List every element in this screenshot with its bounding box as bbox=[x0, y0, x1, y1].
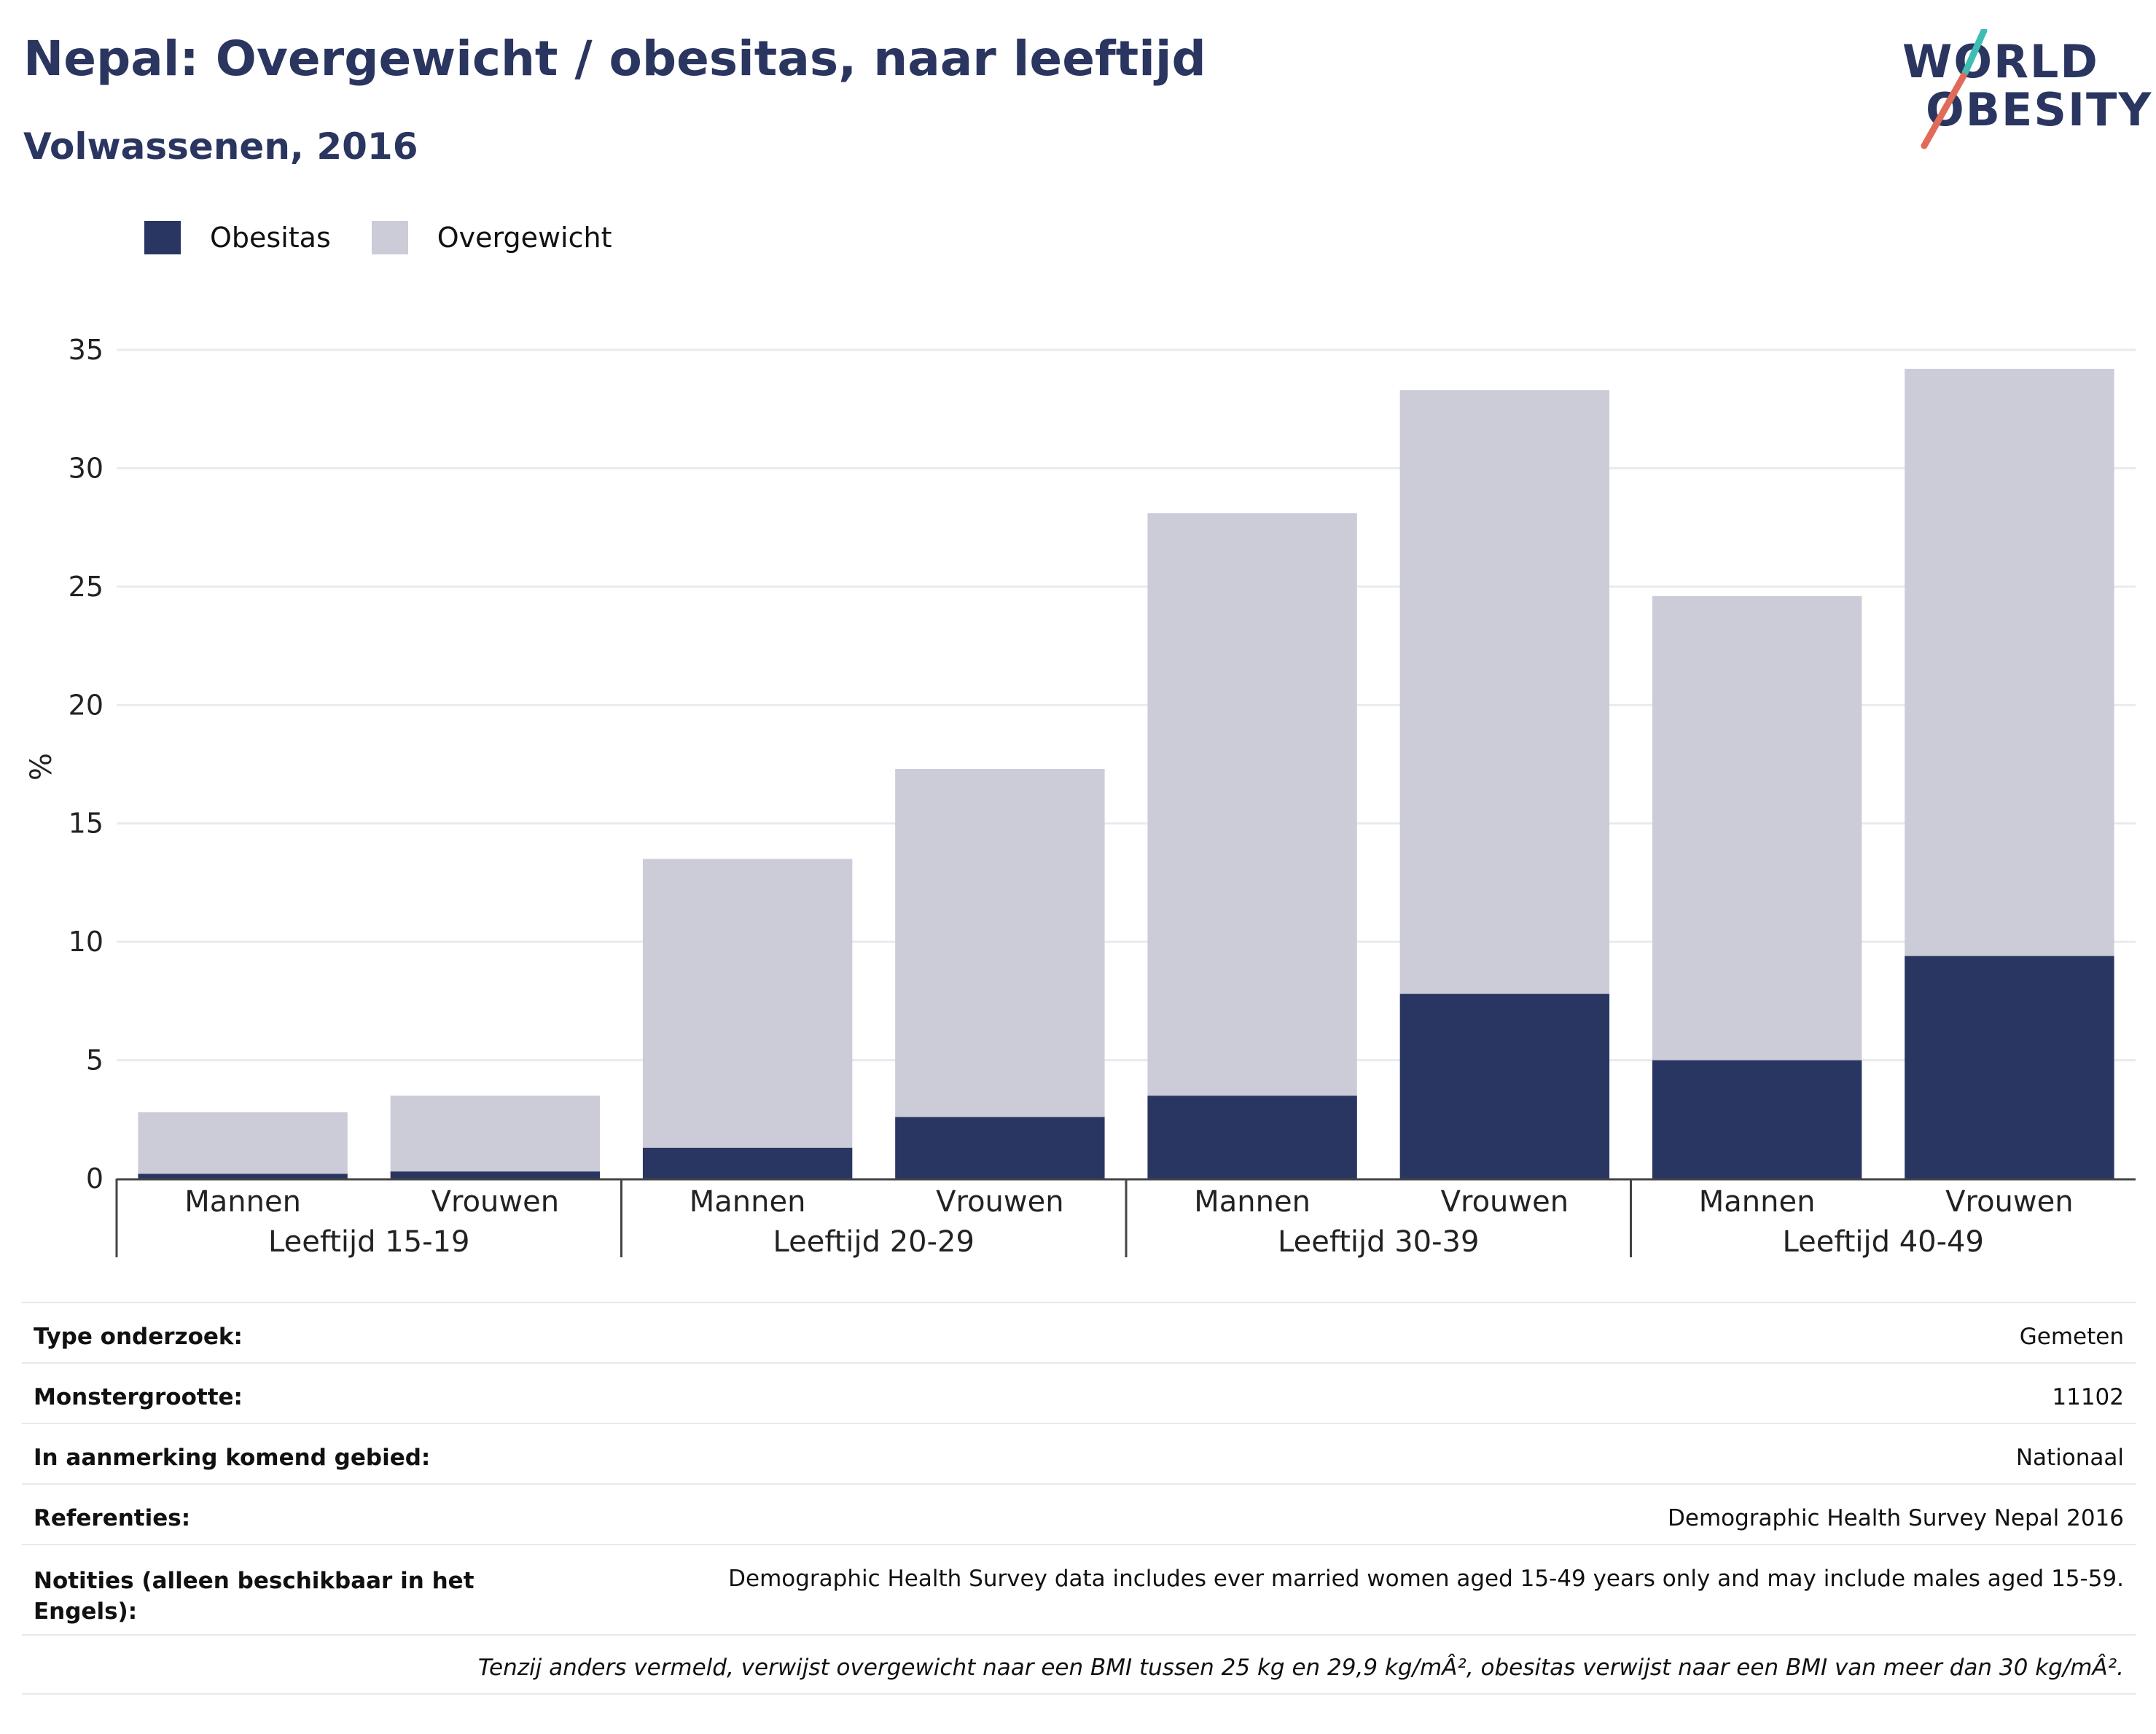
bar-overgewicht bbox=[1147, 513, 1357, 1096]
page-title: Nepal: Overgewicht / obesitas, naar leef… bbox=[23, 31, 1206, 87]
y-tick-label: 35 bbox=[69, 334, 103, 366]
x-tick-label: Vrouwen bbox=[1441, 1185, 1569, 1219]
y-tick-label: 15 bbox=[69, 808, 103, 840]
info-value: Demographic Health Survey data includes … bbox=[728, 1566, 2124, 1592]
x-tick-label: Mannen bbox=[690, 1185, 806, 1219]
y-tick-label: 0 bbox=[86, 1163, 103, 1195]
group-label: Leeftijd 40-49 bbox=[1783, 1225, 1984, 1259]
info-value: 11102 bbox=[2052, 1384, 2124, 1410]
bar-overgewicht bbox=[1905, 368, 2114, 956]
info-row: In aanmerking komend gebied: Nationaal bbox=[22, 1423, 2136, 1483]
logo-line-2: OBESITY bbox=[1926, 83, 2153, 136]
page-subtitle: Volwassenen, 2016 bbox=[23, 125, 418, 168]
x-tick-label: Vrouwen bbox=[431, 1185, 559, 1219]
bar-obesitas bbox=[1399, 993, 1610, 1179]
info-row: Type onderzoek: Gemeten bbox=[22, 1302, 2136, 1362]
bar-overgewicht bbox=[642, 859, 853, 1148]
legend-label-obesitas: Obesitas bbox=[210, 222, 331, 254]
info-value: Gemeten bbox=[2019, 1324, 2124, 1350]
bar-overgewicht bbox=[1652, 595, 1862, 1061]
x-tick-label: Mannen bbox=[1194, 1185, 1311, 1219]
chart-legend: Obesitas Overgewicht bbox=[144, 217, 653, 258]
x-tick-label: Mannen bbox=[184, 1185, 301, 1219]
bar-overgewicht bbox=[390, 1096, 601, 1172]
y-tick-label: 25 bbox=[69, 571, 103, 603]
bar-obesitas bbox=[642, 1147, 853, 1179]
info-value: Demographic Health Survey Nepal 2016 bbox=[1668, 1505, 2124, 1531]
y-tick-label: 20 bbox=[69, 689, 103, 721]
info-key: Monstergrootte: bbox=[34, 1384, 243, 1410]
bmi-footnote-row: Tenzij anders vermeld, verwijst overgewi… bbox=[22, 1634, 2136, 1695]
stacked-bar-chart: 0 5 10 15 20 25 30 35% Mannen Vrouwen Mannen Vrouwe… bbox=[25, 334, 2136, 1259]
bar-obesitas bbox=[1652, 1060, 1862, 1179]
bar-obesitas bbox=[1905, 956, 2114, 1179]
info-key: Type onderzoek: bbox=[34, 1324, 243, 1350]
bar-overgewicht bbox=[138, 1112, 348, 1174]
y-axis-label: % bbox=[25, 753, 58, 781]
logo-slash-icon bbox=[1921, 29, 1988, 149]
x-tick-label: Vrouwen bbox=[936, 1185, 1063, 1219]
info-key: Referenties: bbox=[34, 1505, 191, 1531]
world-obesity-logo: WORLD OBESITY bbox=[1902, 29, 2151, 153]
bar-obesitas bbox=[138, 1173, 348, 1179]
legend-label-overgewicht: Overgewicht bbox=[437, 222, 612, 254]
bar-obesitas bbox=[390, 1171, 601, 1179]
x-tick-label: Vrouwen bbox=[1945, 1185, 2073, 1219]
bar-overgewicht bbox=[1399, 390, 1610, 994]
bar-overgewicht bbox=[895, 768, 1105, 1117]
info-value: Nationaal bbox=[2015, 1445, 2124, 1471]
bar-obesitas bbox=[1147, 1096, 1357, 1179]
info-table: Type onderzoek: Gemeten Monstergrootte: … bbox=[22, 1302, 2136, 1695]
y-tick-label: 5 bbox=[86, 1044, 103, 1077]
info-row: Referenties: Demographic Health Survey N… bbox=[22, 1483, 2136, 1544]
group-label: Leeftijd 20-29 bbox=[773, 1225, 975, 1259]
x-tick-label: Mannen bbox=[1699, 1185, 1816, 1219]
bmi-footnote: Tenzij anders vermeld, verwijst overgewi… bbox=[477, 1655, 2124, 1681]
info-key: Notities (alleen beschikbaar in het Enge… bbox=[34, 1568, 474, 1625]
group-label: Leeftijd 15-19 bbox=[268, 1225, 469, 1259]
y-tick-label: 10 bbox=[69, 926, 103, 958]
legend-swatch-obesitas bbox=[144, 221, 181, 254]
legend-swatch-overgewicht bbox=[371, 221, 408, 254]
group-label: Leeftijd 30-39 bbox=[1278, 1225, 1479, 1259]
logo-line-1: WORLD bbox=[1902, 35, 2099, 88]
info-key: In aanmerking komend gebied: bbox=[34, 1445, 431, 1471]
info-row: Monstergrootte: 11102 bbox=[22, 1362, 2136, 1423]
bar-obesitas bbox=[895, 1117, 1105, 1179]
y-tick-label: 30 bbox=[69, 452, 103, 484]
info-row: Notities (alleen beschikbaar in het Enge… bbox=[22, 1544, 2136, 1634]
